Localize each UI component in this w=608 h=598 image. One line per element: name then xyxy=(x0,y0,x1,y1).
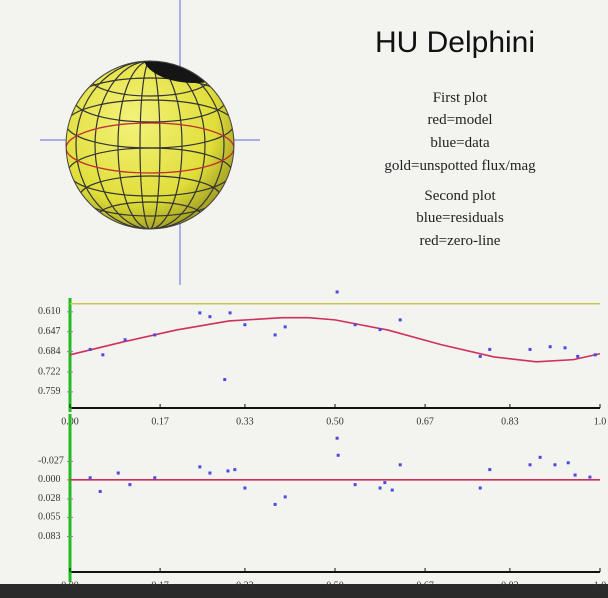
y-tick-label: 0.083 xyxy=(38,531,61,542)
data-point xyxy=(488,348,491,351)
data-point xyxy=(198,311,201,314)
x-tick-label: 0.33 xyxy=(236,416,254,427)
data-point xyxy=(529,463,532,466)
data-point xyxy=(567,461,570,464)
data-point xyxy=(383,481,386,484)
data-point xyxy=(229,311,232,314)
data-point xyxy=(226,469,229,472)
data-point xyxy=(354,323,357,326)
note: gold=unspotted flux/mag xyxy=(384,158,536,174)
note: blue=data xyxy=(430,135,490,151)
x-tick-label: 0.83 xyxy=(501,416,519,427)
data-point xyxy=(479,355,482,358)
data-point xyxy=(198,465,201,468)
x-tick-label: 0.17 xyxy=(151,416,169,427)
data-point xyxy=(379,487,382,490)
data-point xyxy=(274,333,277,336)
data-point xyxy=(588,476,591,479)
y-tick-label: 0.610 xyxy=(38,306,61,317)
x-tick-label: 0.67 xyxy=(416,580,434,591)
title: HU Delphini xyxy=(375,26,535,59)
data-point xyxy=(576,355,579,358)
data-point xyxy=(539,456,542,459)
data-point xyxy=(153,476,156,479)
data-point xyxy=(479,487,482,490)
data-point xyxy=(564,346,567,349)
note: blue=residuals xyxy=(416,210,504,226)
data-point xyxy=(243,323,246,326)
y-tick-label: 0.647 xyxy=(38,326,61,337)
data-point xyxy=(243,487,246,490)
x-tick-label: 1.0 xyxy=(594,416,607,427)
data-point xyxy=(354,483,357,486)
data-point xyxy=(284,495,287,498)
data-point xyxy=(594,353,597,356)
y-tick-label: -0.027 xyxy=(38,456,64,467)
x-tick-label: 0.50 xyxy=(326,416,344,427)
data-point xyxy=(574,474,577,477)
y-tick-label: 0.028 xyxy=(38,493,61,504)
data-point xyxy=(379,328,382,331)
y-tick-label: 0.684 xyxy=(38,346,61,357)
data-point xyxy=(99,490,102,493)
note: Second plot xyxy=(424,188,496,204)
data-point xyxy=(284,325,287,328)
note: red=model xyxy=(427,112,492,128)
data-point xyxy=(488,468,491,471)
x-tick-label: 0.67 xyxy=(416,416,434,427)
y-tick-label: 0.000 xyxy=(38,474,61,485)
data-point xyxy=(553,463,556,466)
data-point xyxy=(336,290,339,293)
data-point xyxy=(549,345,552,348)
data-point xyxy=(208,315,211,318)
x-tick-label: 0.33 xyxy=(236,580,254,591)
x-tick-label: 1.0 xyxy=(594,580,607,591)
data-point xyxy=(124,338,127,341)
data-point xyxy=(101,353,104,356)
data-point xyxy=(223,378,226,381)
data-point xyxy=(153,333,156,336)
data-point xyxy=(399,318,402,321)
data-point xyxy=(128,483,131,486)
data-point xyxy=(529,348,532,351)
y-tick-label: 0.759 xyxy=(38,386,61,397)
x-tick-label: 0.83 xyxy=(501,580,519,591)
note: red=zero-line xyxy=(420,233,501,249)
y-tick-label: 0.722 xyxy=(38,366,61,377)
x-tick-label: 0.50 xyxy=(326,580,344,591)
x-tick-label: 0.00 xyxy=(61,580,79,591)
data-point xyxy=(336,437,339,440)
data-point xyxy=(233,468,236,471)
data-point xyxy=(208,472,211,475)
data-point xyxy=(391,489,394,492)
data-point xyxy=(337,454,340,457)
data-point xyxy=(89,348,92,351)
screen: HU Delphini First plot red=model blue=data… xyxy=(0,0,608,598)
note: First plot xyxy=(433,90,488,106)
y-tick-label: 0.055 xyxy=(38,512,61,523)
data-point xyxy=(89,476,92,479)
data-point xyxy=(274,503,277,506)
data-point xyxy=(399,463,402,466)
x-tick-label: 0.17 xyxy=(151,580,169,591)
data-point xyxy=(117,472,120,475)
